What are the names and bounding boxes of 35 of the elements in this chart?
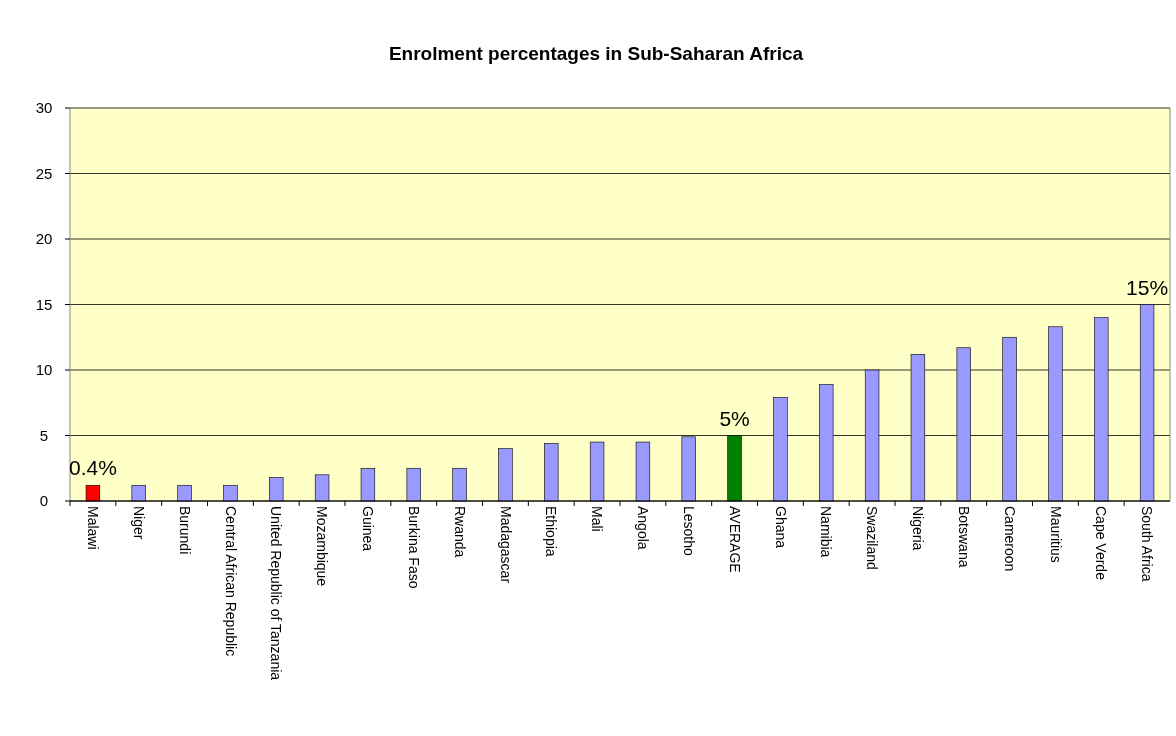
y-tick-label: 5 bbox=[39, 426, 49, 444]
x-tick-label: Central African Republic bbox=[222, 506, 239, 657]
y-tick-label: 20 bbox=[35, 230, 53, 248]
x-tick-label: Cameroon bbox=[1001, 506, 1018, 572]
x-tick-label: Namibia bbox=[818, 506, 835, 558]
x-tick-label: Ethiopia bbox=[543, 506, 560, 557]
x-tick-label: Angola bbox=[635, 506, 652, 550]
chart-title: Enrolment percentages in Sub-Saharan Africa bbox=[388, 43, 804, 64]
x-tick-label: Burundi bbox=[176, 506, 193, 555]
x-tick-label: Mali bbox=[589, 506, 606, 532]
x-tick-label: South Africa bbox=[1139, 506, 1156, 582]
x-tick-label: Rwanda bbox=[451, 506, 468, 558]
y-tick-label: 0 bbox=[39, 492, 49, 510]
y-tick-label: 10 bbox=[35, 361, 53, 379]
x-tick-label: United Republic of Tanzania bbox=[268, 506, 285, 681]
x-tick-label: AVERAGE bbox=[726, 506, 743, 573]
x-tick-label: Malawi bbox=[85, 506, 102, 550]
x-tick-label: Lesotho bbox=[680, 506, 697, 557]
y-tick-label: 25 bbox=[35, 164, 53, 182]
x-tick-label: Burkina Faso bbox=[405, 506, 422, 589]
x-tick-label: Guinea bbox=[360, 506, 377, 552]
y-tick-label: 30 bbox=[35, 99, 53, 117]
annotation: 0.4% bbox=[68, 456, 117, 480]
x-tick-label: Madagascar bbox=[497, 506, 514, 584]
x-tick-label: Mozambique bbox=[314, 506, 331, 587]
x-tick-label: Botswana bbox=[955, 506, 972, 568]
annotation: 5% bbox=[719, 406, 750, 430]
x-tick-label: Cape Verde bbox=[1093, 506, 1110, 581]
x-tick-label: Ghana bbox=[772, 506, 789, 549]
x-tick-label: Niger bbox=[130, 506, 147, 540]
x-tick-label: Nigeria bbox=[910, 506, 927, 551]
y-tick-label: 15 bbox=[35, 295, 53, 313]
annotation: 15% bbox=[1126, 275, 1169, 299]
x-tick-label: Swaziland bbox=[864, 506, 881, 570]
x-tick-label: Mauritius bbox=[1047, 506, 1064, 563]
